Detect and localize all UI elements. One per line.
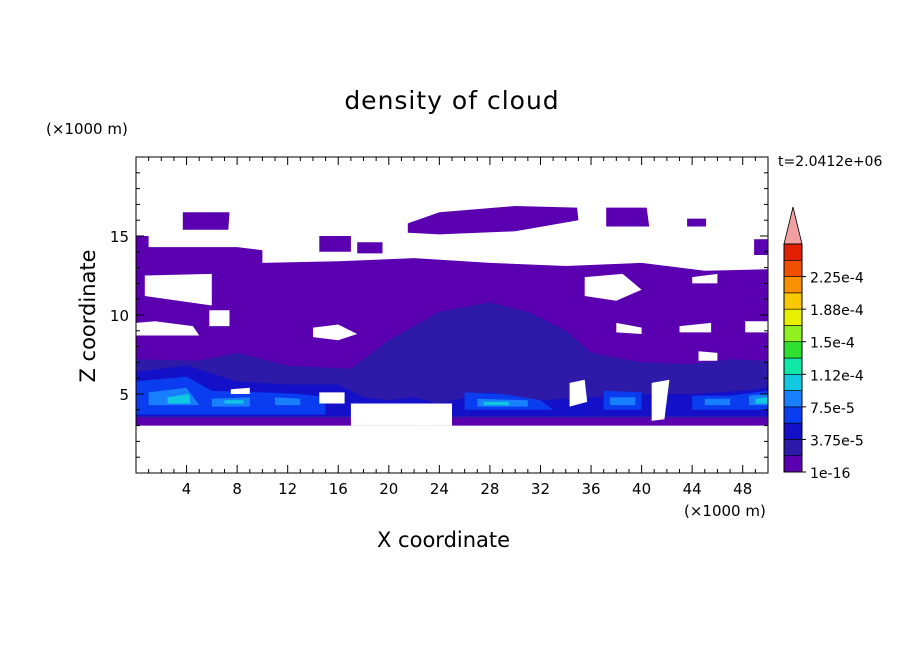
colorbar-label: 1.12e-4	[810, 368, 864, 384]
colorbar-swatch	[783, 373, 803, 391]
colorbar-label: 1.5e-4	[810, 336, 855, 352]
colorbar-swatch	[783, 292, 803, 310]
x-tick-label: 32	[531, 480, 550, 498]
cloud-contour-4-5	[704, 398, 731, 406]
cloud-contour-0-4	[407, 206, 579, 235]
clear-region-7	[679, 322, 712, 333]
cloud-contour-0-7	[754, 239, 768, 255]
clear-region-1	[136, 321, 200, 336]
cloud-contour-5-1	[224, 400, 244, 404]
colorbar-swatch	[783, 325, 803, 343]
x-axis-unit-label: (×1000 m)	[684, 502, 766, 520]
clear-region-5	[692, 273, 718, 284]
z-axis-unit-label: (×1000 m)	[46, 120, 128, 138]
x-tick-label: 8	[232, 480, 242, 498]
cloud-contour-0-5	[606, 207, 650, 227]
colorbar-swatch	[783, 259, 803, 277]
colorbar-label: 1e-16	[810, 466, 850, 482]
clear-region-11	[319, 392, 345, 404]
x-tick-label: 12	[278, 480, 297, 498]
cloud-contour-0-6	[687, 218, 707, 227]
x-tick-label: 4	[182, 480, 192, 498]
clear-region-3	[313, 324, 358, 341]
clear-region-14	[569, 379, 588, 407]
colorbar-label: 3.75e-5	[810, 433, 864, 449]
x-axis-label: X coordinate	[377, 528, 511, 552]
colorbar-label: 2.25e-4	[810, 271, 864, 287]
x-tick-label: 36	[581, 480, 600, 498]
colorbar-swatch	[783, 276, 803, 294]
x-tick-label: 24	[430, 480, 449, 498]
clear-region-4	[584, 273, 642, 301]
plot-area	[136, 206, 768, 426]
x-tick-label: 40	[632, 480, 651, 498]
clear-region-0	[144, 273, 212, 306]
x-tick-label: 20	[379, 480, 398, 498]
colorbar-swatch	[783, 422, 803, 440]
clear-region-6	[616, 322, 642, 334]
cloud-contour-0-1	[182, 212, 230, 230]
x-tick-label: 16	[329, 480, 348, 498]
colorbar-swatch	[783, 357, 803, 375]
colorbar-swatch	[783, 406, 803, 424]
clear-region-10	[230, 387, 250, 394]
clear-region-15	[651, 379, 670, 421]
cloud-contour-0-2	[319, 236, 351, 252]
clear-region-9	[698, 351, 718, 361]
colorbar-swatch	[783, 308, 803, 326]
colorbar: 1e-16 3.75e-5 7.5e-5 1.12e-4 1.5e-4 1.88e-4 2.…	[783, 206, 864, 482]
cloud-contour-4-4	[610, 397, 636, 406]
time-label: t=2.0412e+06	[778, 154, 883, 170]
x-tick-label: 28	[480, 480, 499, 498]
colorbar-swatch	[783, 455, 803, 473]
y-tick-label: 15	[110, 228, 129, 246]
colorbar-swatch	[783, 439, 803, 457]
y-tick-label: 10	[110, 307, 129, 325]
colorbar-extension-arrow	[783, 206, 803, 245]
clear-region-13	[414, 403, 440, 426]
colorbar-label: 7.5e-5	[810, 401, 855, 417]
clear-region-2	[209, 310, 230, 327]
colorbar-frame	[783, 243, 803, 473]
chart-title: density of cloud	[344, 86, 560, 115]
cloud-contour-0-3	[357, 242, 383, 254]
clear-region-8	[745, 321, 768, 333]
colorbar-label: 1.88e-4	[810, 303, 864, 319]
cloud-contour-5-3	[755, 397, 768, 404]
colorbar-swatch	[783, 390, 803, 408]
x-tick-label: 48	[733, 480, 752, 498]
cloud-contour-5-2	[483, 401, 509, 406]
x-tick-label: 44	[683, 480, 702, 498]
cloud-contour-5-0	[167, 394, 191, 404]
colorbar-swatch	[783, 341, 803, 359]
cloud-contour-4-2	[275, 397, 301, 406]
colorbar-swatch	[783, 243, 803, 261]
y-tick-label: 5	[119, 386, 129, 404]
